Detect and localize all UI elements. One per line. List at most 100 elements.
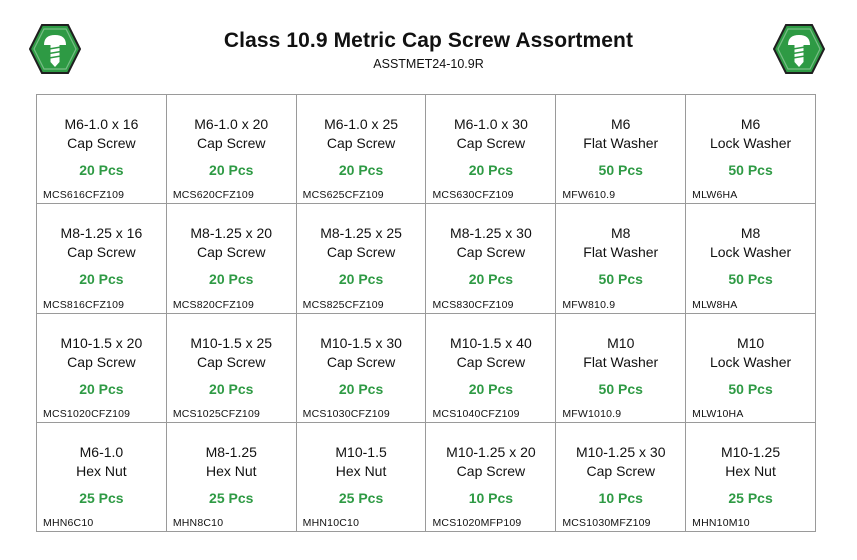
part-size-label: M10-1.5 x 25 [190,334,273,351]
part-type-label: Lock Washer [709,244,792,261]
part-size-label: M10 [607,334,635,351]
assortment-part-number: ASSTMET24-10.9R [373,57,484,71]
part-type-label: Cap Screw [67,135,136,151]
part-code-label: MCS830CFZ109 [432,298,514,311]
assortment-grid: M6-1.0 x 16 Cap Screw 20 Pcs MCS616CFZ109 M6… [36,94,816,532]
quantity-label: 20 Pcs [338,380,384,397]
part-code-label: MLW10HA [692,407,744,420]
part-type-label: Cap Screw [67,353,136,370]
quantity-label: 10 Pcs [468,489,514,506]
part-size-label: M6 [740,116,761,132]
compartment-cell: M6 Flat Washer 50 Pcs MFW610.9 [556,95,687,205]
part-type-label: Cap Screw [326,135,396,151]
quantity-label: 50 Pcs [598,380,643,397]
quantity-label: 25 Pcs [338,489,384,506]
quantity-label: 50 Pcs [728,162,773,178]
part-type-label: Cap Screw [326,353,396,370]
part-code-label: MCS816CFZ109 [43,298,125,311]
compartment-cell: M10-1.5 x 40 Cap Screw 20 Pcs MCS1040CFZ109 [426,313,557,423]
part-size-label: M10-1.5 x 30 [320,334,402,351]
part-size-label: M10-1.25 x 30 [575,443,666,460]
part-type-label: Cap Screw [197,135,266,151]
quantity-label: 20 Pcs [338,162,384,178]
compartment-cell: M10-1.5 x 20 Cap Screw 20 Pcs MCS1020CFZ109 [37,313,167,423]
compartment-cell: M10-1.25 x 30 Cap Screw 10 Pcs MCS1030MFZ10… [556,422,687,532]
compartment-cell: M8-1.25 x 25 Cap Screw 20 Pcs MCS825CFZ109 [296,204,427,314]
part-code-label: MLW8HA [692,298,738,311]
quantity-label: 20 Pcs [79,380,124,397]
part-code-label: MFW810.9 [562,298,616,311]
quantity-label: 50 Pcs [728,380,773,397]
part-type-label: Cap Screw [67,244,136,261]
quantity-label: 25 Pcs [79,489,124,506]
part-code-label: MHN8C10 [172,517,224,529]
part-size-label: M6 [611,116,631,132]
compartment-cell: M6 Lock Washer 50 Pcs MLW6HA [686,95,816,205]
part-size-label: M10-1.5 x 40 [450,334,532,351]
compartment-cell: M8-1.25 x 16 Cap Screw 20 Pcs MCS816CFZ109 [37,204,167,314]
part-type-label: Hex Nut [76,462,127,479]
part-type-label: Cap Screw [326,244,396,261]
compartment-cell: M10-1.5 x 30 Cap Screw 20 Pcs MCS1030CFZ109 [296,313,427,423]
part-code-label: MCS1020MFP109 [432,517,522,529]
page-title: Class 10.9 Metric Cap Screw Assortment [223,29,634,52]
part-size-label: M8-1.25 [205,443,257,460]
quantity-label: 20 Pcs [468,380,514,397]
part-size-label: M6-1.0 x 16 [64,116,139,132]
part-size-label: M10 [736,334,765,351]
part-code-label: MCS820CFZ109 [172,298,255,311]
part-type-label: Hex Nut [205,462,257,479]
compartment-cell: M8-1.25 x 20 Cap Screw 20 Pcs MCS820CFZ109 [166,204,297,314]
part-code-label: MCS1040CFZ109 [432,407,520,420]
quantity-label: 50 Pcs [728,271,773,288]
part-type-label: Flat Washer [583,135,659,151]
compartment-cell: M10-1.5 Hex Nut 25 Pcs MHN10C10 [296,422,427,532]
part-size-label: M8-1.25 x 16 [60,225,143,242]
part-code-label: MCS825CFZ109 [302,298,384,311]
part-size-label: M10-1.5 x 20 [60,334,143,351]
compartment-cell: M6-1.0 x 30 Cap Screw 20 Pcs MCS630CFZ109 [426,95,557,205]
part-size-label: M8-1.25 x 20 [190,225,273,242]
compartment-cell: M6-1.0 x 25 Cap Screw 20 Pcs MCS625CFZ109 [296,95,427,205]
compartment-cell: M8-1.25 Hex Nut 25 Pcs MHN8C10 [166,422,297,532]
part-type-label: Hex Nut [725,462,776,479]
quantity-label: 20 Pcs [79,162,124,178]
part-type-label: Cap Screw [456,244,526,261]
compartment-cell: M10-1.5 x 25 Cap Screw 20 Pcs MCS1025CFZ109 [166,313,297,423]
part-code-label: MCS1020CFZ109 [43,407,131,420]
part-size-label: M10-1.25 [720,443,781,460]
part-size-label: M8-1.25 x 30 [450,225,532,242]
quantity-label: 50 Pcs [598,162,643,178]
hex-screw-logo-icon [28,24,82,74]
compartment-cell: M10 Lock Washer 50 Pcs MLW10HA [686,313,816,423]
compartment-cell: M10-1.25 Hex Nut 25 Pcs MHN10M10 [686,422,816,532]
part-code-label: MHN10M10 [692,517,750,529]
quantity-label: 25 Pcs [728,489,773,506]
page-header: Class 10.9 Metric Cap Screw Assortment A… [0,0,857,90]
part-code-label: MFW610.9 [562,189,616,202]
part-type-label: Cap Screw [456,353,526,370]
part-code-label: MCS630CFZ109 [432,189,514,202]
part-type-label: Flat Washer [583,353,659,370]
part-type-label: Cap Screw [456,135,526,151]
part-type-label: Lock Washer [709,135,792,151]
part-code-label: MHN6C10 [43,517,94,529]
part-type-label: Cap Screw [586,462,655,479]
quantity-label: 20 Pcs [338,271,384,288]
compartment-cell: M10-1.25 x 20 Cap Screw 10 Pcs MCS1020MFP10… [426,422,557,532]
part-type-label: Flat Washer [583,244,659,261]
quantity-label: 20 Pcs [209,162,254,178]
part-type-label: Cap Screw [197,353,266,370]
compartment-cell: M6-1.0 x 20 Cap Screw 20 Pcs MCS620CFZ109 [166,95,297,205]
part-size-label: M10-1.25 x 20 [446,443,536,460]
compartment-cell: M8 Lock Washer 50 Pcs MLW8HA [686,204,816,314]
part-code-label: MCS1025CFZ109 [172,407,261,420]
compartment-cell: M6-1.0 Hex Nut 25 Pcs MHN6C10 [37,422,167,532]
compartment-cell: M10 Flat Washer 50 Pcs MFW1010.9 [556,313,687,423]
part-code-label: MLW6HA [692,189,738,202]
part-code-label: MCS620CFZ109 [172,189,255,202]
part-type-label: Hex Nut [335,462,387,479]
part-size-label: M6-1.0 x 20 [194,116,269,132]
part-size-label: M6-1.0 x 30 [453,116,528,132]
quantity-label: 20 Pcs [468,162,514,178]
